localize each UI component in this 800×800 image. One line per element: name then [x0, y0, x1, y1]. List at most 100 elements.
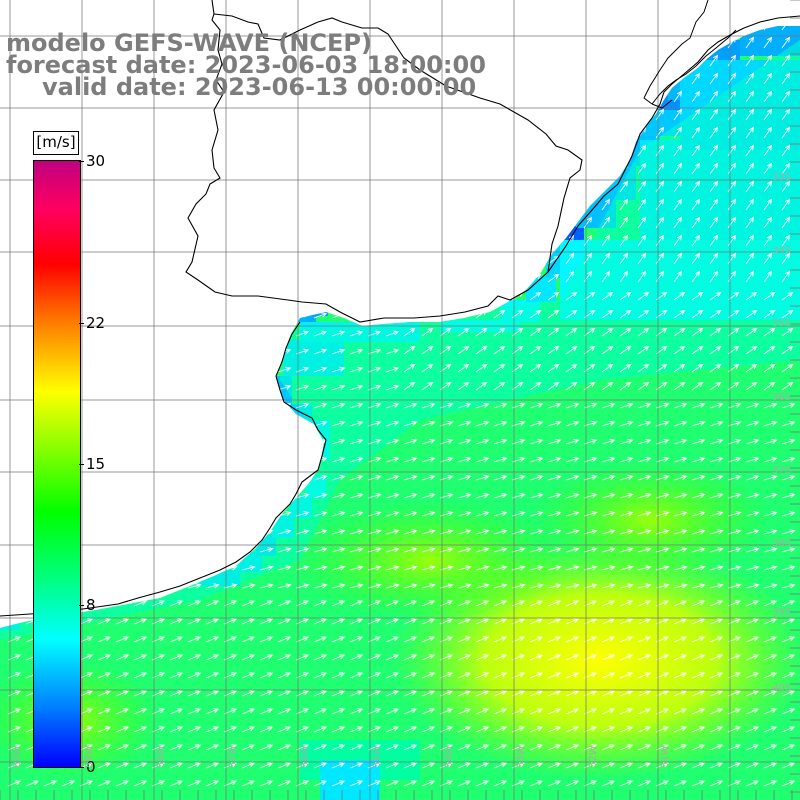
wind-arrow	[133, 529, 148, 535]
wind-arrow	[601, 654, 616, 661]
wind-arrow	[457, 402, 472, 409]
wind-arrow	[781, 744, 796, 751]
wind-arrow	[745, 402, 760, 409]
wind-arrow	[781, 708, 796, 715]
wind-arrow	[619, 690, 634, 697]
wind-arrow	[206, 6, 218, 12]
wind-arrow	[619, 180, 629, 193]
wind-arrow	[763, 493, 778, 499]
wind-arrow	[547, 26, 560, 31]
wind-arrow	[205, 384, 220, 391]
wind-arrow	[601, 762, 616, 769]
wind-arrow	[673, 309, 686, 319]
wind-arrow	[691, 726, 706, 733]
wind-arrow	[619, 234, 629, 247]
wind-arrow	[385, 780, 400, 787]
wind-arrow	[277, 618, 292, 625]
wind-arrow	[727, 108, 737, 121]
wind-arrow	[205, 547, 220, 553]
wind-arrow	[529, 93, 542, 103]
wind-arrow	[691, 493, 706, 499]
wind-arrow	[583, 234, 593, 247]
wind-arrow	[475, 511, 490, 517]
wind-arrow	[277, 672, 292, 679]
wind-arrow	[403, 273, 416, 283]
wind-arrow	[187, 780, 202, 787]
wind-arrow	[169, 762, 184, 769]
wind-arrow	[313, 114, 327, 121]
wind-arrow	[169, 654, 184, 661]
wind-arrow	[187, 565, 202, 571]
wind-arrow	[691, 108, 701, 121]
wind-arrow	[673, 198, 683, 211]
wind-arrow	[134, 6, 146, 12]
wind-arrow	[133, 240, 148, 247]
wind-arrow	[637, 108, 647, 121]
wind-arrow	[709, 511, 724, 517]
wind-arrow	[241, 150, 255, 157]
wind-arrow	[115, 312, 130, 319]
wind-arrow	[349, 618, 364, 625]
wind-arrow	[241, 384, 256, 391]
wind-arrow	[601, 54, 611, 67]
wind-arrow	[727, 26, 737, 31]
wind-arrow	[529, 381, 542, 391]
wind-arrow	[529, 690, 544, 697]
wind-arrow	[187, 636, 202, 643]
wind-arrow	[205, 276, 220, 283]
wind-arrow	[493, 219, 506, 229]
wind-arrow	[457, 690, 472, 697]
wind-arrow	[457, 457, 472, 463]
wind-arrow	[565, 216, 575, 229]
wind-arrow	[494, 5, 505, 13]
wind-arrow	[403, 291, 416, 301]
wind-arrow	[619, 126, 629, 139]
wind-arrow	[781, 420, 796, 427]
wind-arrow	[691, 618, 706, 625]
wind-arrow	[691, 162, 701, 175]
wind-arrow	[763, 529, 778, 535]
wind-arrow	[709, 198, 719, 211]
wind-arrow	[691, 438, 706, 445]
wind-arrow	[727, 234, 737, 247]
wind-arrow	[457, 327, 470, 337]
wind-arrow	[746, 1, 754, 12]
wind-arrow	[403, 726, 418, 733]
wind-arrow	[169, 547, 184, 553]
wind-arrow	[313, 493, 328, 499]
wind-arrow	[259, 600, 274, 607]
colorbar-tick-label: 15	[86, 455, 106, 473]
wind-arrow	[169, 457, 184, 463]
colorbar-tick-mark	[79, 767, 84, 768]
wind-arrow	[763, 762, 778, 769]
wind-arrow	[403, 780, 418, 787]
wind-arrow	[259, 475, 274, 481]
latitude-label: 33S	[772, 172, 792, 183]
wind-arrow	[781, 234, 791, 247]
wind-arrow	[673, 618, 688, 625]
wind-arrow	[133, 222, 148, 229]
wind-arrow	[187, 150, 201, 157]
wind-arrow	[493, 636, 508, 643]
wind-arrow	[403, 26, 416, 31]
wind-arrow	[97, 258, 112, 265]
wind-arrow	[565, 529, 580, 535]
wind-arrow	[349, 672, 364, 679]
wind-arrow	[115, 744, 130, 751]
wind-arrow	[403, 39, 416, 49]
wind-arrow	[169, 204, 184, 211]
wind-arrow	[259, 258, 274, 265]
wind-arrow	[331, 276, 346, 283]
wind-arrow	[277, 240, 292, 247]
wind-arrow	[673, 363, 686, 373]
wind-arrow	[313, 744, 328, 751]
wind-arrow	[781, 618, 796, 625]
wind-arrow	[673, 583, 688, 589]
wind-arrow	[403, 475, 418, 481]
wind-arrow	[115, 475, 130, 481]
wind-arrow	[403, 237, 416, 247]
wind-arrow	[133, 708, 148, 715]
wind-arrow	[781, 780, 796, 787]
wind-arrow	[763, 54, 773, 67]
wind-arrow	[421, 183, 434, 193]
